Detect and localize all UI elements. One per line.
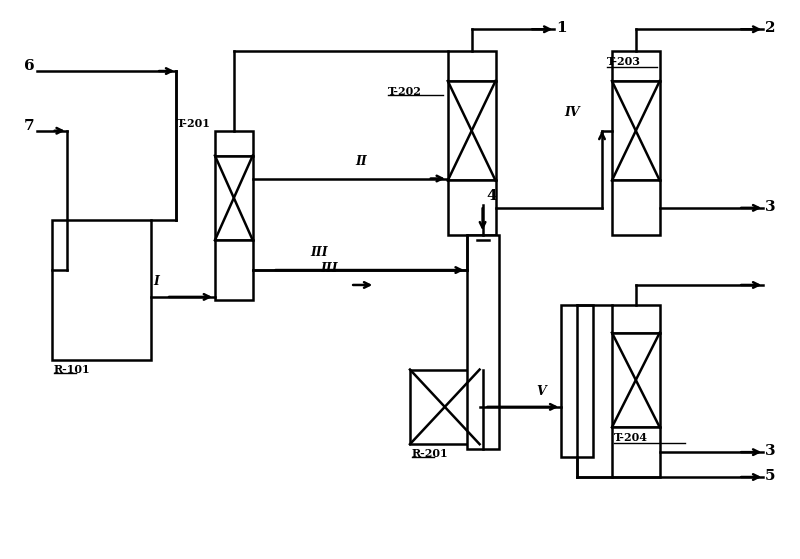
Bar (410, 369, 480, 444)
Bar (612, 51, 660, 81)
Bar (612, 81, 660, 181)
Text: R-201: R-201 (412, 448, 449, 459)
Text: 3: 3 (765, 200, 776, 214)
Bar (448, 181, 495, 235)
Text: 6: 6 (24, 59, 34, 73)
Text: III: III (320, 262, 338, 275)
Text: 7: 7 (24, 119, 34, 133)
Bar (448, 81, 495, 181)
Text: T-201: T-201 (177, 118, 211, 129)
Bar (215, 155, 253, 240)
Text: 5: 5 (765, 469, 776, 483)
Text: 1: 1 (556, 21, 567, 35)
Text: 3: 3 (765, 444, 776, 458)
Bar (52, 220, 151, 359)
Bar (612, 427, 660, 477)
Text: I: I (154, 275, 159, 288)
Bar (612, 181, 660, 235)
Text: 4: 4 (486, 190, 497, 203)
Text: V: V (536, 385, 546, 398)
Bar (561, 305, 593, 457)
Text: T-204: T-204 (614, 432, 648, 443)
Bar (466, 235, 498, 449)
Text: III: III (310, 246, 328, 259)
Bar (215, 240, 253, 300)
Text: II: II (355, 155, 367, 168)
Text: IV: IV (564, 106, 580, 119)
Text: T-203: T-203 (607, 56, 641, 67)
Bar (612, 333, 660, 427)
Bar (448, 51, 495, 81)
Text: R-101: R-101 (54, 363, 90, 375)
Text: 2: 2 (765, 21, 776, 35)
Text: T-202: T-202 (388, 86, 422, 97)
Bar (612, 305, 660, 333)
Bar (215, 131, 253, 155)
